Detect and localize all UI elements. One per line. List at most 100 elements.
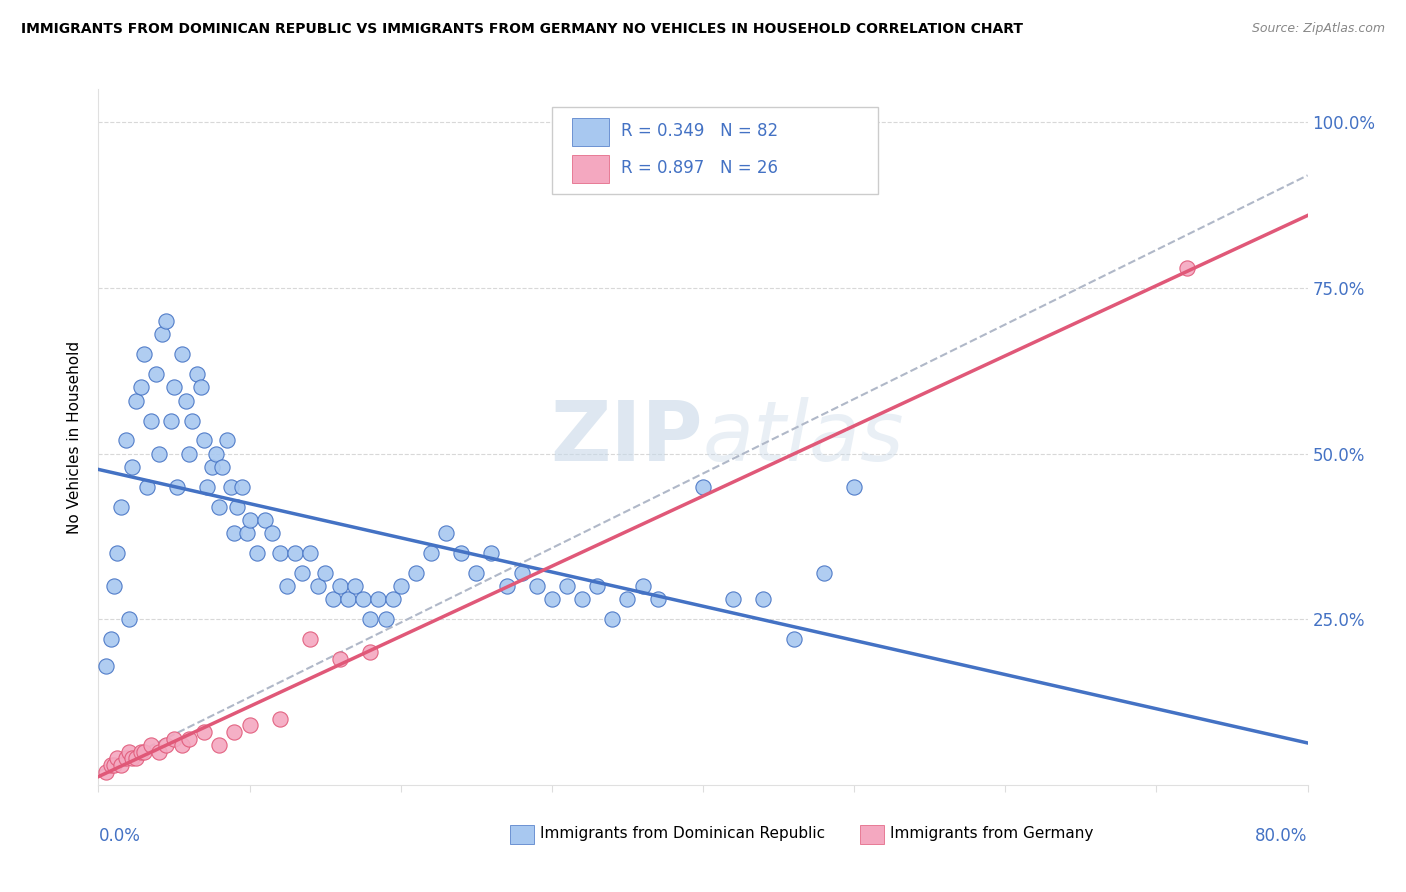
Point bbox=[329, 652, 352, 666]
Point bbox=[148, 447, 170, 461]
Point bbox=[231, 480, 253, 494]
Point bbox=[253, 513, 276, 527]
Point bbox=[329, 579, 352, 593]
Point bbox=[239, 513, 262, 527]
Point bbox=[692, 480, 714, 494]
Point bbox=[195, 480, 218, 494]
Point bbox=[201, 459, 224, 474]
Point bbox=[155, 314, 177, 328]
Point bbox=[269, 712, 291, 726]
Point bbox=[100, 758, 122, 772]
Point bbox=[174, 393, 197, 408]
Point bbox=[94, 658, 117, 673]
Point bbox=[555, 579, 578, 593]
Point bbox=[211, 459, 233, 474]
Text: ZIP: ZIP bbox=[551, 397, 703, 477]
Point bbox=[540, 592, 562, 607]
Point bbox=[179, 731, 201, 746]
Point bbox=[205, 447, 228, 461]
Point bbox=[813, 566, 835, 580]
Y-axis label: No Vehicles in Household: No Vehicles in Household bbox=[67, 341, 83, 533]
Point bbox=[155, 738, 177, 752]
Point bbox=[186, 367, 208, 381]
Point bbox=[103, 579, 125, 593]
Point bbox=[336, 592, 359, 607]
Point bbox=[434, 526, 457, 541]
Point bbox=[616, 592, 638, 607]
Point bbox=[360, 612, 382, 626]
Point bbox=[367, 592, 389, 607]
Point bbox=[291, 566, 314, 580]
Text: 0.0%: 0.0% bbox=[98, 827, 141, 845]
Point bbox=[571, 592, 593, 607]
Point bbox=[118, 612, 141, 626]
Point bbox=[166, 480, 188, 494]
Point bbox=[141, 738, 163, 752]
Point bbox=[389, 579, 412, 593]
Point bbox=[526, 579, 548, 593]
Point bbox=[215, 434, 238, 448]
Point bbox=[190, 380, 212, 394]
Point bbox=[246, 546, 269, 560]
Text: Source: ZipAtlas.com: Source: ZipAtlas.com bbox=[1251, 22, 1385, 36]
Point bbox=[150, 327, 173, 342]
Point bbox=[110, 758, 132, 772]
Point bbox=[360, 645, 382, 659]
Point bbox=[145, 367, 167, 381]
Text: IMMIGRANTS FROM DOMINICAN REPUBLIC VS IMMIGRANTS FROM GERMANY NO VEHICLES IN HOU: IMMIGRANTS FROM DOMINICAN REPUBLIC VS IM… bbox=[21, 22, 1024, 37]
Point bbox=[129, 745, 152, 759]
Point bbox=[132, 745, 155, 759]
Point bbox=[100, 632, 122, 647]
Point bbox=[450, 546, 472, 560]
Point bbox=[103, 758, 125, 772]
Point bbox=[262, 526, 284, 541]
Point bbox=[170, 738, 193, 752]
Bar bbox=[572, 155, 609, 183]
Point bbox=[495, 579, 517, 593]
Point bbox=[1175, 261, 1198, 276]
Point bbox=[163, 380, 186, 394]
Point bbox=[465, 566, 488, 580]
Point bbox=[226, 500, 249, 514]
Point bbox=[307, 579, 329, 593]
Point bbox=[783, 632, 806, 647]
Point bbox=[602, 612, 624, 626]
Bar bbox=[860, 824, 884, 844]
Point bbox=[179, 447, 201, 461]
Text: atlas: atlas bbox=[703, 397, 904, 477]
Point bbox=[752, 592, 775, 607]
Point bbox=[420, 546, 443, 560]
Point bbox=[105, 546, 128, 560]
Point bbox=[224, 725, 246, 739]
Point bbox=[382, 592, 405, 607]
Text: Immigrants from Germany: Immigrants from Germany bbox=[890, 826, 1094, 841]
Point bbox=[208, 738, 231, 752]
Point bbox=[221, 480, 243, 494]
Point bbox=[510, 566, 533, 580]
Bar bbox=[572, 119, 609, 146]
Point bbox=[647, 592, 669, 607]
Point bbox=[224, 526, 246, 541]
Point bbox=[114, 751, 136, 765]
Point bbox=[135, 480, 157, 494]
Point bbox=[208, 500, 231, 514]
Point bbox=[125, 393, 148, 408]
FancyBboxPatch shape bbox=[551, 106, 879, 194]
Point bbox=[114, 434, 136, 448]
Point bbox=[314, 566, 336, 580]
Point bbox=[586, 579, 609, 593]
Point bbox=[94, 764, 117, 779]
Point bbox=[276, 579, 298, 593]
Point bbox=[193, 725, 215, 739]
Bar bbox=[509, 824, 534, 844]
Point bbox=[723, 592, 745, 607]
Point bbox=[181, 413, 204, 427]
Point bbox=[481, 546, 503, 560]
Point bbox=[235, 526, 257, 541]
Text: Immigrants from Dominican Republic: Immigrants from Dominican Republic bbox=[540, 826, 825, 841]
Point bbox=[163, 731, 186, 746]
Point bbox=[844, 480, 866, 494]
Point bbox=[105, 751, 128, 765]
Point bbox=[299, 546, 322, 560]
Point bbox=[121, 751, 143, 765]
